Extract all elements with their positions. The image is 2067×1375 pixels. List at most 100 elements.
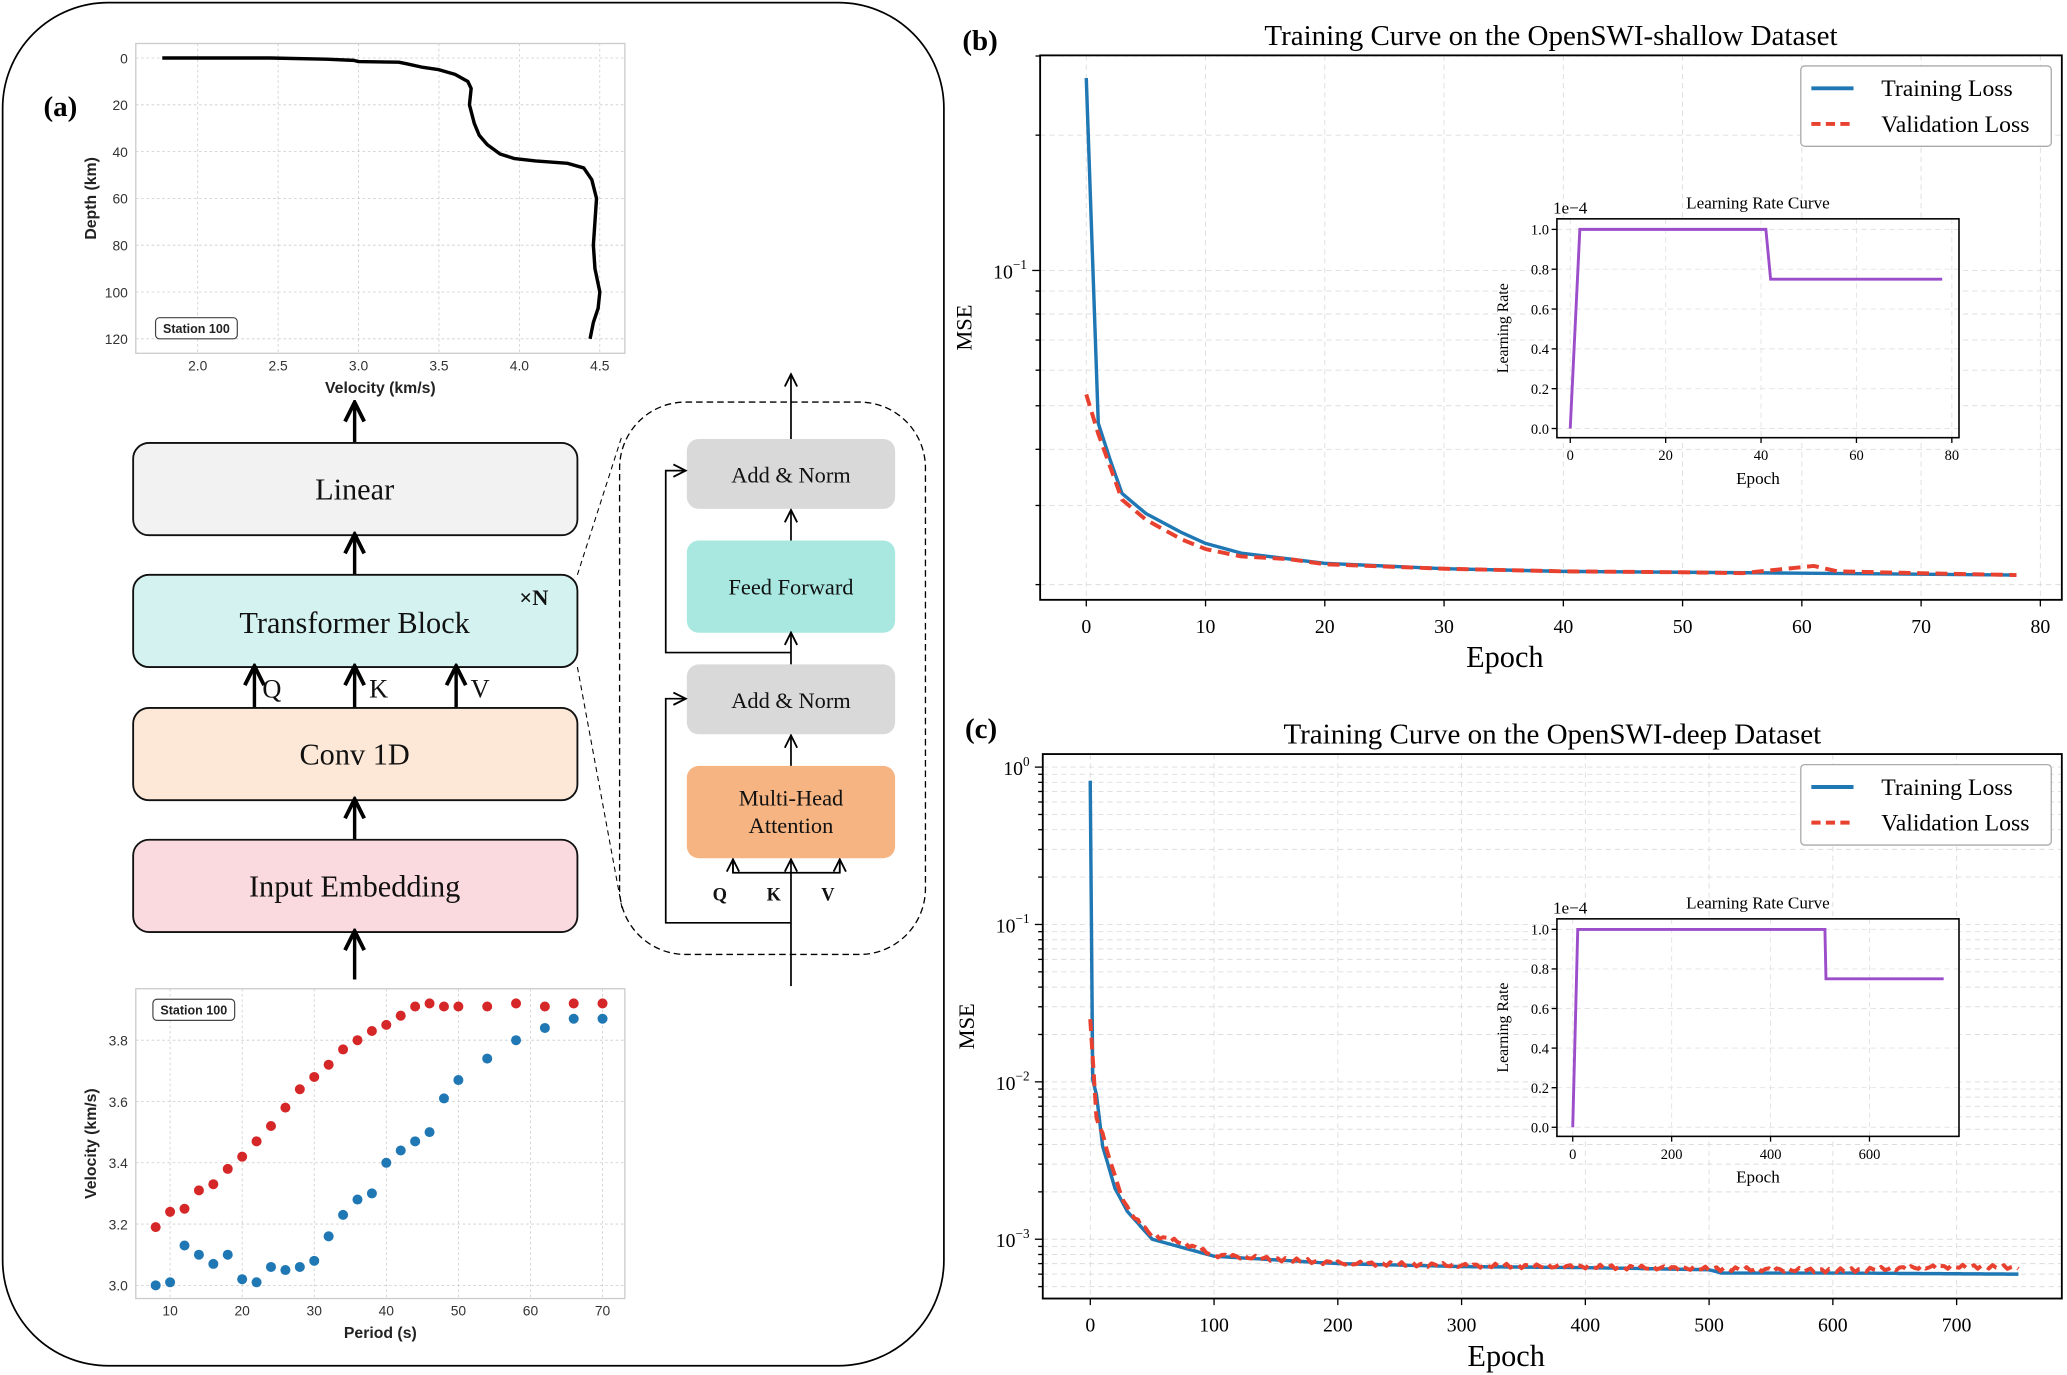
scatter-point-series-1 (539, 1022, 550, 1033)
inset-y-tick-label: 0.2 (1531, 1081, 1549, 1097)
legend-label: Validation Loss (1881, 112, 2029, 138)
x-tick-label: 40 (1553, 616, 1573, 638)
x-axis-label: Velocity (km/s) (325, 380, 436, 397)
inset-multiplier: 1e−4 (1553, 199, 1588, 218)
x-tick-label: 3.5 (429, 357, 449, 373)
legend-label: Training Loss (1881, 775, 2013, 801)
conv1d-block-label: Conv 1D (299, 738, 409, 772)
validation-loss-line (1088, 1019, 2020, 1275)
x-tick-label: 50 (1673, 616, 1693, 638)
inset-x-tick-label: 600 (1859, 1147, 1881, 1163)
x-tick-label: 10 (1196, 616, 1216, 638)
station-annotation: Station 100 (163, 322, 230, 336)
inset-x-axis-label: Epoch (1736, 469, 1780, 488)
inset-x-tick-label: 400 (1760, 1147, 1782, 1163)
scatter-point-series-0 (539, 1001, 550, 1012)
inset-frame (1556, 218, 1960, 439)
station-annotation-box (152, 998, 236, 1021)
scatter-point-series-0 (568, 998, 579, 1009)
inset-x-tick-label: 60 (1849, 448, 1864, 464)
inset-title: Learning Rate Curve (1686, 893, 1830, 912)
y-tick-label: 10−1 (996, 911, 1030, 937)
scatter-point-series-0 (222, 1163, 233, 1174)
scatter-point-series-1 (165, 1277, 176, 1288)
inset-x-tick-label: 20 (1658, 448, 1673, 464)
scatter-point-series-1 (338, 1209, 349, 1220)
scatter-point-series-0 (150, 1222, 161, 1233)
transformer-detail-frame (618, 401, 927, 956)
v-label: V (471, 674, 490, 703)
zoom-connector-bottom (576, 666, 623, 910)
y-tick-label: 10−3 (996, 1226, 1030, 1252)
station-annotation: Station 100 (160, 1003, 227, 1017)
scatter-point-series-1 (179, 1240, 190, 1251)
conv1d-block: Conv 1D (132, 707, 579, 802)
scatter-point-series-0 (309, 1071, 320, 1082)
scatter-point-series-0 (265, 1120, 277, 1132)
y-tick-label: 40 (112, 144, 128, 160)
scatter-point-series-1 (453, 1075, 464, 1086)
inset-title: Learning Rate Curve (1686, 193, 1830, 212)
learning-rate-inset: 0 20 40 60 80 0.0 0.2 0.4 0.6 0.8 1.0 Learning Rate… (1495, 193, 1960, 488)
x-tick-label: 80 (2030, 616, 2050, 638)
x-axis-label: Epoch (1466, 640, 1543, 674)
x-tick-label: 0 (1085, 1314, 1095, 1336)
inset-y-axis-label: Learning Rate (1495, 283, 1512, 373)
scatter-point-series-0 (294, 1084, 305, 1095)
x-tick-label: 700 (1942, 1314, 1972, 1336)
scatter-point-series-1 (511, 1035, 522, 1046)
x-tick-label: 400 (1571, 1314, 1601, 1336)
scatter-point-series-1 (568, 1013, 579, 1024)
scatter-point-series-0 (438, 1001, 449, 1012)
scatter-point-series-1 (265, 1261, 277, 1272)
scatter-point-series-1 (237, 1274, 248, 1285)
scatter-point-series-1 (366, 1188, 377, 1199)
scatter-point-series-1 (395, 1145, 406, 1156)
scatter-point-series-1 (597, 1013, 608, 1024)
inset-y-tick-label: 0.8 (1531, 262, 1549, 278)
x-tick-label: 300 (1447, 1314, 1477, 1336)
y-tick-label: 10−2 (996, 1069, 1030, 1095)
learning-rate-line (1571, 927, 1944, 1128)
q-detail-label: Q (713, 884, 727, 904)
scatter-point-series-0 (424, 998, 435, 1009)
chart-title: Training Curve on the OpenSWI-deep Datas… (1283, 719, 1821, 751)
transformer-detail: Add & Norm Feed Forward Add & Norm Multi… (618, 376, 927, 987)
scatter-point-series-1 (482, 1053, 493, 1064)
inset-x-tick-label: 200 (1661, 1147, 1683, 1163)
scatter-point-series-0 (193, 1185, 204, 1196)
zoom-connector-top (576, 434, 623, 575)
k-label: K (369, 674, 388, 703)
qkv-split (732, 859, 841, 874)
scatter-point-series-1 (410, 1136, 421, 1147)
inset-y-tick-label: 1.0 (1531, 223, 1549, 239)
axes-frame (1041, 753, 2063, 1300)
add-norm-bottom-label: Add & Norm (731, 688, 851, 713)
inset-x-tick-label: 0 (1569, 1147, 1576, 1163)
panel-b-label: (b) (962, 25, 997, 57)
inset-y-tick-label: 0.0 (1531, 422, 1549, 438)
x-tick-label: 20 (1315, 616, 1335, 638)
repeat-n-label: ×N (519, 585, 548, 610)
scatter-point-series-0 (453, 1001, 464, 1012)
add-norm-top-label: Add & Norm (731, 462, 851, 487)
scatter-point-series-0 (597, 998, 608, 1009)
residual-connection-top (664, 471, 791, 654)
depth-profile-chart: 2.0 2.5 3.0 3.5 4.0 4.5 0 20 40 60 80 100 120 Velocit… (83, 42, 626, 397)
k-detail-label: K (767, 884, 782, 904)
scatter-point-series-0 (338, 1044, 349, 1055)
legend-box (1800, 763, 2052, 846)
y-axis-label: Depth (km) (83, 157, 100, 240)
legend-label: Training Loss (1881, 76, 2013, 102)
y-tick-label: 3.8 (109, 1032, 129, 1048)
scatter-point-series-0 (366, 1026, 377, 1037)
inset-plot-area (1556, 218, 1959, 438)
y-tick-label: 0 (120, 50, 128, 66)
mha-label-line2: Attention (749, 813, 834, 838)
x-tick-label: 60 (523, 1303, 539, 1319)
mha-label-line1: Multi-Head (739, 785, 844, 810)
input-embedding-block: Input Embedding (132, 838, 579, 933)
y-tick-label: 60 (112, 191, 128, 207)
scatter-point-series-0 (323, 1059, 334, 1070)
y-tick-label: 10−1 (993, 257, 1027, 283)
